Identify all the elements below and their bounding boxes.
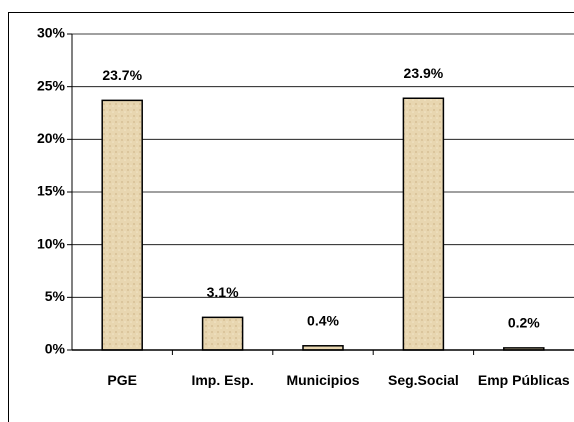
y-tick-label: 0% bbox=[45, 341, 66, 357]
y-tick-label: 25% bbox=[37, 77, 66, 93]
data-label: 23.7% bbox=[102, 67, 142, 83]
data-label: 23.9% bbox=[404, 65, 444, 81]
x-tick-label: Imp. Esp. bbox=[191, 372, 254, 388]
y-tick-label: 20% bbox=[37, 130, 66, 146]
bar bbox=[402, 97, 445, 351]
data-label: 0.2% bbox=[508, 315, 540, 331]
x-tick-label: Municipios bbox=[286, 372, 360, 388]
x-tick-label: PGE bbox=[107, 372, 137, 388]
bar bbox=[101, 99, 143, 351]
y-tick-label: 30% bbox=[37, 25, 66, 41]
data-label: 0.4% bbox=[307, 312, 339, 328]
bar bbox=[201, 316, 244, 351]
x-tick-label: Emp Públicas bbox=[477, 372, 570, 388]
x-tick-label: Seg.Social bbox=[387, 372, 459, 388]
frame bbox=[8, 12, 574, 422]
data-label: 3.1% bbox=[207, 284, 239, 300]
y-tick-label: 15% bbox=[37, 183, 66, 199]
y-tick-label: 10% bbox=[37, 235, 66, 251]
y-tick-label: 5% bbox=[45, 288, 66, 304]
